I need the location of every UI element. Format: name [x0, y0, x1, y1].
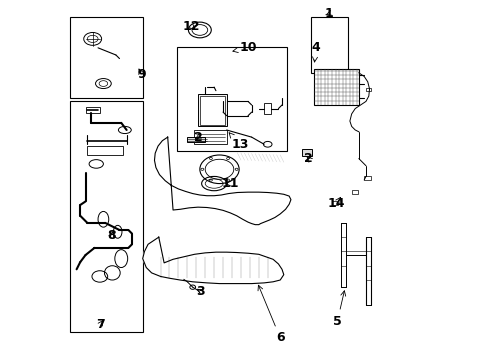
Bar	[200, 96, 224, 125]
Text: 9: 9	[137, 68, 145, 81]
Text: 4: 4	[311, 41, 320, 62]
Bar	[365, 88, 370, 91]
Bar	[313, 69, 358, 105]
Text: 2: 2	[304, 152, 312, 165]
Bar	[310, 18, 347, 73]
Text: 6: 6	[258, 285, 284, 345]
Text: 14: 14	[327, 197, 345, 210]
Text: 2: 2	[193, 131, 202, 144]
Text: 13: 13	[229, 133, 248, 152]
Text: 10: 10	[232, 41, 256, 54]
Bar	[331, 201, 338, 205]
Polygon shape	[154, 137, 290, 225]
Bar	[177, 47, 287, 151]
Bar	[351, 190, 357, 194]
Text: 8: 8	[107, 229, 116, 242]
Text: 7: 7	[96, 318, 104, 331]
Bar	[194, 130, 226, 144]
Text: 5: 5	[332, 291, 345, 328]
Bar	[198, 94, 226, 126]
Bar	[187, 137, 205, 143]
Text: 12: 12	[183, 20, 200, 33]
Bar	[364, 176, 370, 180]
Bar	[70, 102, 143, 332]
Polygon shape	[142, 237, 283, 284]
Bar	[70, 18, 143, 98]
Bar	[87, 146, 123, 155]
Bar	[264, 103, 271, 114]
Bar	[301, 149, 312, 156]
Text: 1: 1	[324, 8, 332, 21]
Text: 3: 3	[196, 285, 205, 298]
Text: 11: 11	[221, 177, 239, 190]
Bar	[85, 108, 100, 113]
